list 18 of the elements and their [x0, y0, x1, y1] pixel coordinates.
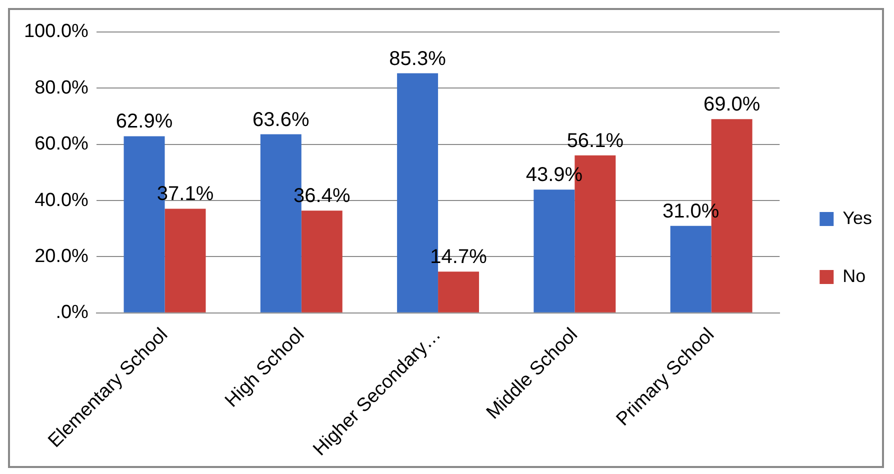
data-label: 56.1%: [566, 130, 624, 152]
legend-label: Yes: [842, 208, 872, 228]
legend-label: No: [842, 266, 866, 286]
data-label: 85.3%: [389, 48, 446, 70]
bar: [438, 272, 480, 312]
data-label: 62.9%: [116, 110, 173, 133]
bar: [301, 210, 342, 312]
y-tick-label: .0%: [56, 302, 89, 324]
y-tick-label: 20.0%: [34, 246, 89, 267]
y-tick-label: 40.0%: [34, 190, 89, 211]
y-tick-label: 60.0%: [34, 134, 89, 155]
data-label: 63.6%: [252, 108, 310, 131]
data-label: 69.0%: [703, 94, 760, 116]
y-tick-label: 100.0%: [24, 21, 89, 42]
bar: [670, 226, 712, 312]
bar: [534, 190, 575, 312]
bar: [164, 208, 206, 312]
y-tick-label: 80.0%: [34, 77, 89, 98]
